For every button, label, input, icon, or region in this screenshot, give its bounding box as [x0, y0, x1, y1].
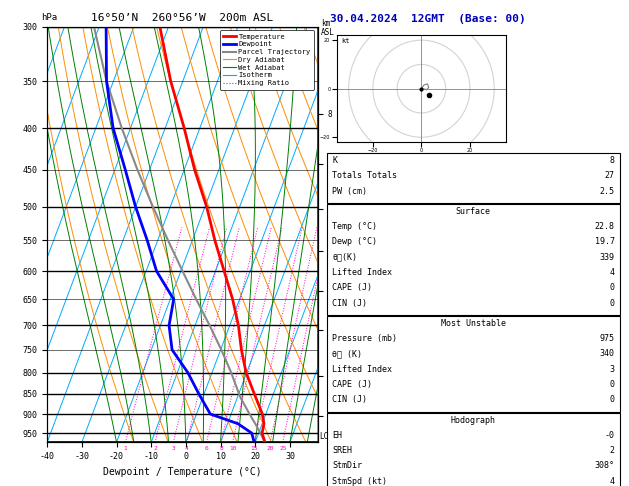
Text: EH: EH	[332, 431, 342, 440]
Text: kt: kt	[342, 37, 350, 44]
Text: 3: 3	[172, 446, 175, 451]
Legend: Temperature, Dewpoint, Parcel Trajectory, Dry Adiabat, Wet Adiabat, Isotherm, Mi: Temperature, Dewpoint, Parcel Trajectory…	[220, 30, 314, 89]
Text: 0: 0	[610, 396, 615, 404]
X-axis label: Dewpoint / Temperature (°C): Dewpoint / Temperature (°C)	[103, 467, 262, 477]
Text: 340: 340	[599, 349, 615, 359]
Text: -0: -0	[604, 431, 615, 440]
Text: Hodograph: Hodograph	[451, 416, 496, 425]
Text: 27: 27	[604, 171, 615, 180]
Text: 8: 8	[610, 156, 615, 165]
Text: 19.7: 19.7	[594, 237, 615, 246]
Text: 0: 0	[610, 283, 615, 293]
Text: Totals Totals: Totals Totals	[332, 171, 397, 180]
Text: Lifted Index: Lifted Index	[332, 268, 392, 277]
Text: 10: 10	[229, 446, 237, 451]
Text: θᴇ (K): θᴇ (K)	[332, 349, 362, 359]
Text: 25: 25	[279, 446, 286, 451]
Text: 30.04.2024  12GMT  (Base: 00): 30.04.2024 12GMT (Base: 00)	[330, 14, 526, 24]
Text: 975: 975	[599, 334, 615, 343]
Text: CIN (J): CIN (J)	[332, 396, 367, 404]
Text: © weatheronline.co.uk: © weatheronline.co.uk	[423, 469, 520, 479]
Text: 2: 2	[610, 446, 615, 455]
Text: 308°: 308°	[594, 462, 615, 470]
Text: Temp (°C): Temp (°C)	[332, 222, 377, 231]
Text: 4: 4	[610, 477, 615, 486]
Text: CAPE (J): CAPE (J)	[332, 283, 372, 293]
Text: LCL: LCL	[320, 432, 333, 440]
Text: Mixing Ratio (g/kg): Mixing Ratio (g/kg)	[333, 175, 342, 262]
Text: Dewp (°C): Dewp (°C)	[332, 237, 377, 246]
Text: km
ASL: km ASL	[321, 19, 335, 37]
Text: 15: 15	[250, 446, 258, 451]
Text: hPa: hPa	[41, 13, 57, 22]
Text: CIN (J): CIN (J)	[332, 298, 367, 308]
Title: 16°50’N  260°56’W  200m ASL: 16°50’N 260°56’W 200m ASL	[91, 13, 274, 23]
Text: 4: 4	[185, 446, 189, 451]
Text: 2: 2	[153, 446, 157, 451]
Text: 0: 0	[610, 380, 615, 389]
Text: SREH: SREH	[332, 446, 352, 455]
Text: StmSpd (kt): StmSpd (kt)	[332, 477, 387, 486]
Text: Pressure (mb): Pressure (mb)	[332, 334, 397, 343]
Text: Lifted Index: Lifted Index	[332, 364, 392, 374]
Text: Most Unstable: Most Unstable	[441, 319, 506, 328]
Text: K: K	[332, 156, 337, 165]
Text: 4: 4	[610, 268, 615, 277]
Text: 3: 3	[610, 364, 615, 374]
Text: 0: 0	[610, 298, 615, 308]
Text: Surface: Surface	[456, 207, 491, 216]
Text: PW (cm): PW (cm)	[332, 187, 367, 196]
Text: 339: 339	[599, 253, 615, 262]
Text: 2.5: 2.5	[599, 187, 615, 196]
Text: 1: 1	[123, 446, 127, 451]
Text: CAPE (J): CAPE (J)	[332, 380, 372, 389]
Text: 22.8: 22.8	[594, 222, 615, 231]
Text: θᴇ(K): θᴇ(K)	[332, 253, 357, 262]
Text: 8: 8	[219, 446, 223, 451]
Text: StmDir: StmDir	[332, 462, 362, 470]
Text: 20: 20	[267, 446, 274, 451]
Text: 6: 6	[204, 446, 208, 451]
